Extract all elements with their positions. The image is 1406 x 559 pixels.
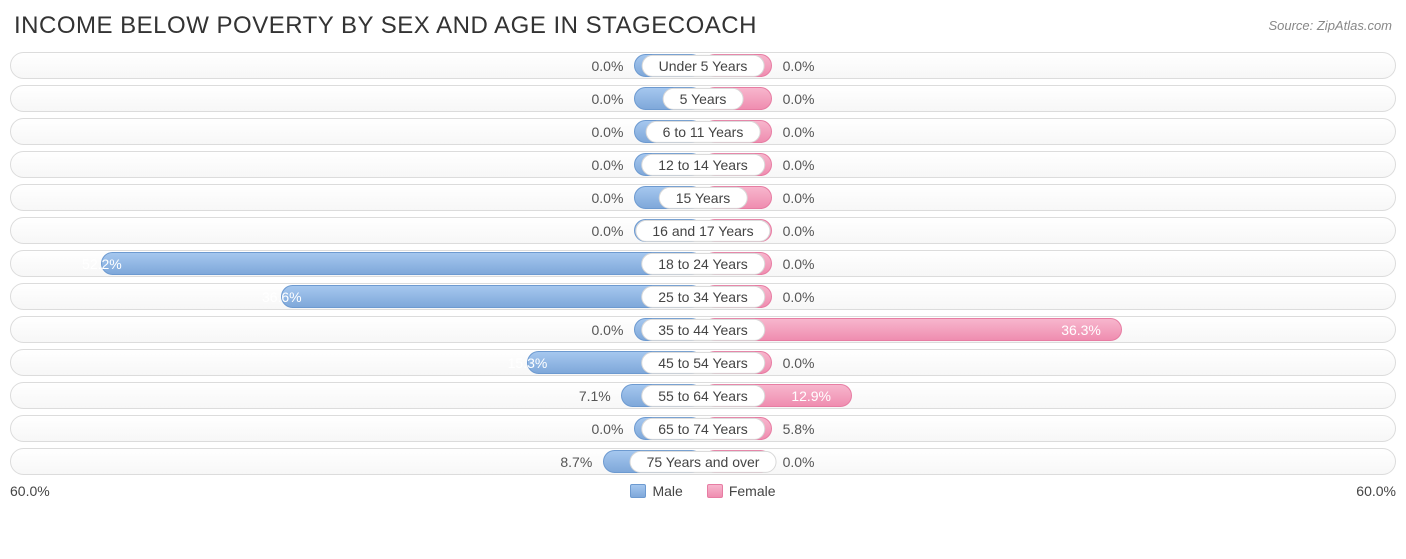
category-label: 6 to 11 Years [646,120,761,142]
male-value-label: 52.2% [82,256,122,272]
chart-row: 52.2% 0.0% 18 to 24 Years [10,250,1396,277]
male-value-label: 0.0% [592,58,624,74]
male-value-label: 0.0% [592,124,624,140]
male-value-label: 36.6% [262,289,302,305]
male-value-label: 7.1% [579,388,611,404]
male-bar [281,285,703,308]
chart-row: 15.3% 0.0% 45 to 54 Years [10,349,1396,376]
female-value-label: 0.0% [783,289,815,305]
female-value-label: 0.0% [783,157,815,173]
male-value-label: 0.0% [592,322,624,338]
category-label: Under 5 Years [642,54,765,76]
female-value-label: 0.0% [783,124,815,140]
chart-row: 0.0% 0.0% 6 to 11 Years [10,118,1396,145]
female-swatch-icon [707,484,723,498]
female-value-label: 0.0% [783,223,815,239]
chart-rows: 0.0%0.0%Under 5 Years0.0%0.0%5 Years0.0%… [10,52,1396,475]
chart-title: INCOME BELOW POVERTY BY SEX AND AGE IN S… [14,12,757,40]
male-value-label: 0.0% [592,223,624,239]
male-bar [101,252,703,275]
chart-row: 7.1% 12.9% 55 to 64 Years [10,382,1396,409]
female-value-label: 0.0% [783,190,815,206]
male-value-label: 15.3% [508,355,548,371]
chart-row: 0.0% 0.0% Under 5 Years [10,52,1396,79]
male-value-label: 8.7% [560,454,592,470]
legend-male-label: Male [652,483,682,499]
female-value-label: 36.3% [1061,322,1101,338]
legend-male: Male [630,483,682,499]
category-label: 18 to 24 Years [641,252,765,274]
chart-row: 36.6% 0.0% 25 to 34 Years [10,283,1396,310]
chart-row: 0.0% 0.0% 15 Years [10,184,1396,211]
chart-row: 0.0% 36.3% 35 to 44 Years [10,316,1396,343]
female-value-label: 0.0% [783,91,815,107]
header-row: INCOME BELOW POVERTY BY SEX AND AGE IN S… [10,4,1396,52]
category-label: 65 to 74 Years [641,417,765,439]
female-value-label: 0.0% [783,256,815,272]
male-value-label: 0.0% [592,157,624,173]
male-value-label: 0.0% [592,190,624,206]
category-label: 12 to 14 Years [641,153,765,175]
chart-container: INCOME BELOW POVERTY BY SEX AND AGE IN S… [0,0,1406,507]
axis-right-label: 60.0% [1356,483,1396,499]
female-bar [703,318,1122,341]
category-label: 25 to 34 Years [641,285,765,307]
male-swatch-icon [630,484,646,498]
chart-row: 0.0% 0.0% 5 Years [10,85,1396,112]
chart-row: 0.0% 5.8% 65 to 74 Years [10,415,1396,442]
category-label: 45 to 54 Years [641,351,765,373]
category-label: 5 Years [663,87,744,109]
chart-row: 0.0% 0.0% 16 and 17 Years [10,217,1396,244]
male-value-label: 0.0% [592,421,624,437]
male-value-label: 0.0% [592,91,624,107]
legend-female-label: Female [729,483,776,499]
legend-female: Female [707,483,776,499]
category-label: 16 and 17 Years [635,219,770,241]
axis-left-label: 60.0% [10,483,50,499]
category-label: 15 Years [659,186,748,208]
chart-row: 8.7% 0.0% 75 Years and over [10,448,1396,475]
source-label: Source: ZipAtlas.com [1268,12,1392,33]
female-value-label: 12.9% [791,388,831,404]
category-label: 35 to 44 Years [641,318,765,340]
category-label: 75 Years and over [630,450,777,472]
chart-footer: 60.0% Male Female 60.0% [10,475,1396,499]
female-value-label: 0.0% [783,355,815,371]
female-value-label: 0.0% [783,454,815,470]
female-value-label: 5.8% [783,421,815,437]
chart-row: 0.0% 0.0% 12 to 14 Years [10,151,1396,178]
female-value-label: 0.0% [783,58,815,74]
category-label: 55 to 64 Years [641,384,765,406]
legend: Male Female [50,483,1357,499]
